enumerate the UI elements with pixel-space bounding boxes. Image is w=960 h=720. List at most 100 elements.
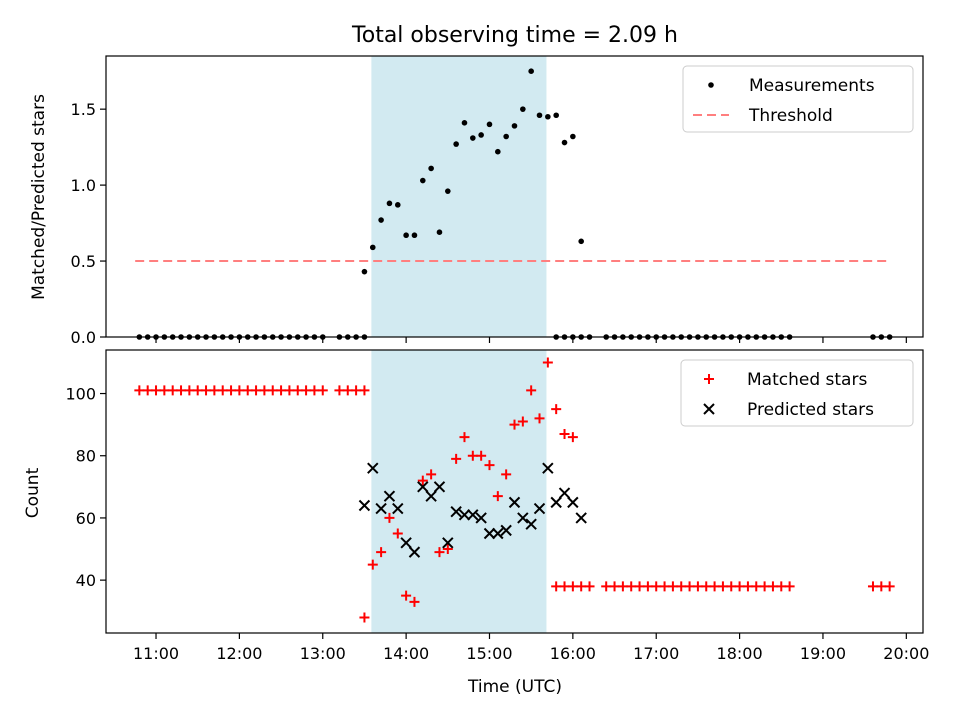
matched-star-point <box>309 385 320 396</box>
y-tick-label: 1.5 <box>71 100 96 119</box>
measurement-point <box>503 133 509 140</box>
y-tick-label: 1.0 <box>71 176 96 195</box>
matched-star-point <box>367 559 378 570</box>
matched-star-point <box>484 460 495 471</box>
observing-window-span <box>371 350 547 633</box>
predicted-star-point <box>383 490 396 502</box>
matched-star-point <box>476 450 487 461</box>
matched-star-point <box>684 581 695 592</box>
measurement-point <box>386 200 393 207</box>
matched-star-point <box>284 385 295 396</box>
legend-marker-measurements <box>708 82 714 88</box>
matched-star-point <box>134 385 145 396</box>
x-tick-label: 20:00 <box>883 644 929 663</box>
matched-star-point <box>584 581 595 592</box>
matched-star-point <box>376 547 387 558</box>
count-panel: 40 60 80 100 11:00 12:00 13:00 14:00 15:00 16:00 1… <box>65 349 929 663</box>
matched-star-point <box>259 385 270 396</box>
axes-frame <box>105 55 924 338</box>
matched-star-point <box>267 385 278 396</box>
predicted-star-point <box>475 512 487 524</box>
predicted-star-point <box>575 512 587 524</box>
y-tick-label: 0.0 <box>71 328 96 347</box>
matched-star-point <box>551 581 562 592</box>
matched-star-point <box>509 419 520 430</box>
predicted-star-point <box>567 496 579 509</box>
matched-star-point <box>709 581 720 592</box>
matched-star-point <box>651 581 662 592</box>
legend-label: Predicted stars <box>747 400 874 420</box>
measurement-point <box>361 268 368 275</box>
matched-star-point <box>701 581 712 592</box>
matched-star-point <box>226 385 237 396</box>
matched-star-point <box>459 432 470 443</box>
matched-star-point <box>567 432 578 443</box>
matched-star-point <box>234 385 245 396</box>
matched-star-point <box>409 596 420 607</box>
matched-star-point <box>767 581 778 592</box>
matched-star-point <box>692 581 703 592</box>
matched-star-point <box>576 581 587 592</box>
y-tick-label: 60 <box>76 509 96 528</box>
matched-star-point <box>551 404 562 415</box>
matched-star-point <box>667 581 678 592</box>
predicted-star-point <box>375 502 387 515</box>
matched-star-point <box>317 385 328 396</box>
x-tick-label: 14:00 <box>383 644 429 663</box>
measurement-point <box>486 121 493 128</box>
measurement-point <box>570 133 576 140</box>
legend-marker-matched <box>704 374 714 384</box>
predicted-star-point <box>525 518 537 530</box>
matched-star-point <box>784 581 795 592</box>
matched-star-point <box>392 528 403 539</box>
matched-star-point <box>617 581 628 592</box>
matched-star-point <box>626 581 637 592</box>
matched-star-point <box>601 581 612 592</box>
matched-star-point <box>159 385 170 396</box>
measurement-point <box>536 112 543 119</box>
matched-star-point <box>717 581 728 592</box>
matched-star-point <box>242 385 253 396</box>
measurement-point <box>378 217 384 223</box>
matched-star-point <box>517 416 528 427</box>
predicted-star-point <box>542 462 554 474</box>
predicted-star-point <box>433 481 446 493</box>
matched-star-point <box>276 385 287 396</box>
matched-star-point <box>759 581 770 592</box>
matched-star-point <box>559 581 570 592</box>
y-tick-label: 0.5 <box>71 252 96 271</box>
measurement-point <box>369 244 376 251</box>
predicted-star-point <box>450 506 462 518</box>
predicted-star-point <box>458 509 471 521</box>
chart-title: Total observing time = 2.09 h <box>351 23 678 48</box>
predicted-star-point <box>492 527 504 540</box>
matched-star-point <box>634 581 645 592</box>
predicted-star-point <box>417 481 429 493</box>
matched-star-point <box>359 612 370 623</box>
matched-star-point <box>867 581 878 592</box>
matched-star-point <box>151 385 162 396</box>
matched-star-point <box>742 581 753 592</box>
predicted-star-point <box>367 462 379 474</box>
y-tick-label: 100 <box>65 385 96 404</box>
matched-star-point <box>776 581 787 592</box>
y-axis-label-top: Matched/Predicted stars <box>29 94 49 300</box>
measurement-point <box>520 106 526 112</box>
measurement-point <box>436 229 443 235</box>
matched-star-point <box>184 385 195 396</box>
measurement-point <box>411 232 418 239</box>
measurement-point <box>561 139 568 146</box>
matched-star-point <box>434 547 445 558</box>
matched-star-point <box>359 385 370 396</box>
predicted-star-point <box>550 496 562 509</box>
predicted-star-point <box>358 499 371 512</box>
x-tick-label: 13:00 <box>300 644 346 663</box>
measurement-point <box>428 165 434 172</box>
measurement-point <box>419 177 426 184</box>
predicted-star-point <box>467 509 479 521</box>
predicted-star-point <box>558 487 571 499</box>
matched-star-point <box>726 581 737 592</box>
x-tick-label: 18:00 <box>717 644 763 663</box>
measurement-point <box>511 123 518 129</box>
